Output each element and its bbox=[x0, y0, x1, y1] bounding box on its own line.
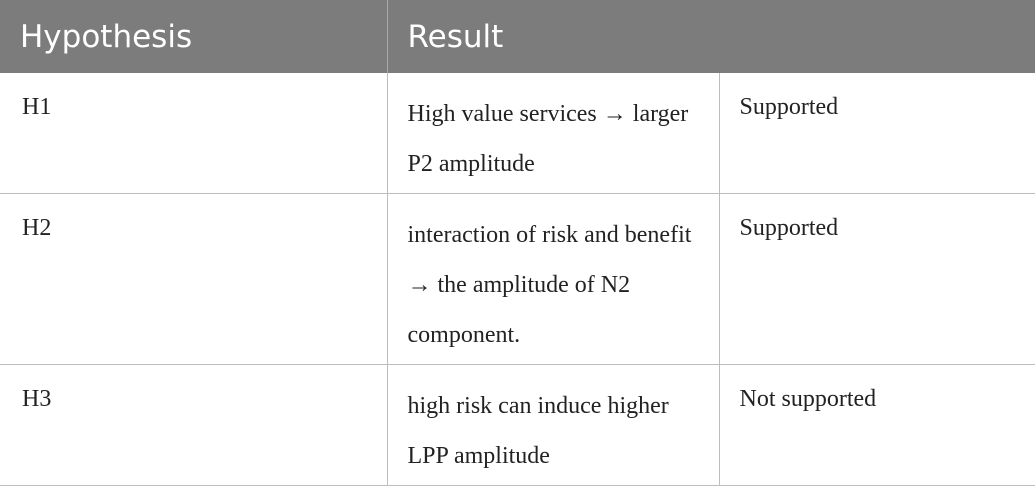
table-row: H2 interaction of risk and benefit → the… bbox=[0, 193, 1035, 365]
description-cell: interaction of risk and benefit → the am… bbox=[386, 193, 719, 365]
table-body: H1 High value services → larger P2 ampli… bbox=[0, 73, 1035, 486]
header-hypothesis: Hypothesis bbox=[0, 0, 388, 73]
header-result: Result bbox=[387, 0, 1035, 73]
description-cell: High value services → larger P2 amplitud… bbox=[386, 73, 719, 194]
hypothesis-cell: H3 bbox=[0, 364, 387, 486]
header-row: Hypothesis Result bbox=[0, 0, 1035, 73]
result-cell: Supported bbox=[718, 73, 1035, 194]
table-header: Hypothesis Result bbox=[0, 0, 1035, 73]
description-cell: high risk can induce higher LPP amplitud… bbox=[386, 364, 719, 486]
result-cell: Not supported bbox=[718, 364, 1035, 486]
hypothesis-cell: H1 bbox=[0, 73, 387, 194]
hypothesis-cell: H2 bbox=[0, 193, 387, 365]
result-cell: Supported bbox=[718, 193, 1035, 365]
table-row: H3 high risk can induce higher LPP ampli… bbox=[0, 364, 1035, 486]
table-row: H1 High value services → larger P2 ampli… bbox=[0, 73, 1035, 194]
